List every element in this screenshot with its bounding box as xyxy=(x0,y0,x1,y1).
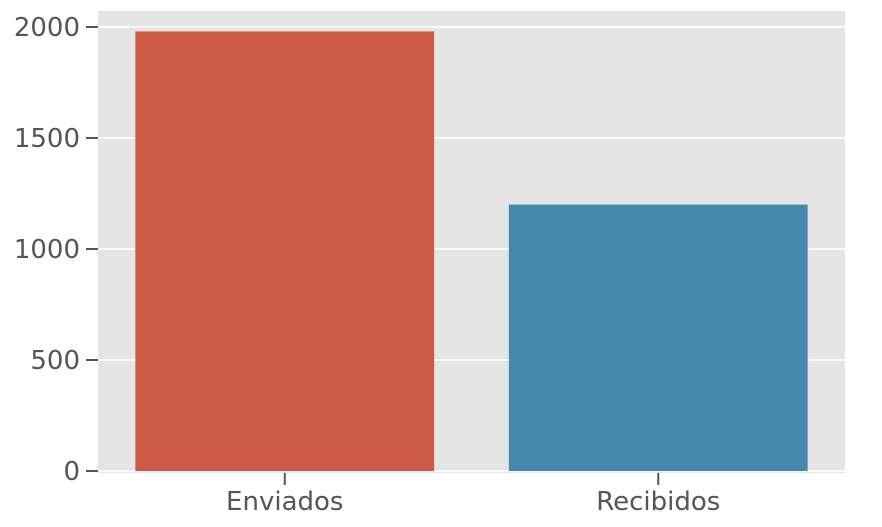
y-tick-label: 2000 xyxy=(14,13,80,43)
y-tick-label: 0 xyxy=(63,457,80,487)
y-tick-label: 1000 xyxy=(14,235,80,265)
bars xyxy=(135,31,808,471)
bar-recibidos xyxy=(508,204,808,471)
x-axis: Enviados Recibidos xyxy=(226,473,720,517)
y-axis: 0 500 1000 1500 2000 xyxy=(14,13,98,487)
x-tick-label: Recibidos xyxy=(596,487,720,517)
x-tick-label: Enviados xyxy=(226,487,343,517)
y-tick-label: 500 xyxy=(30,346,80,376)
bar-enviados xyxy=(135,31,435,471)
y-tick-label: 1500 xyxy=(14,124,80,154)
